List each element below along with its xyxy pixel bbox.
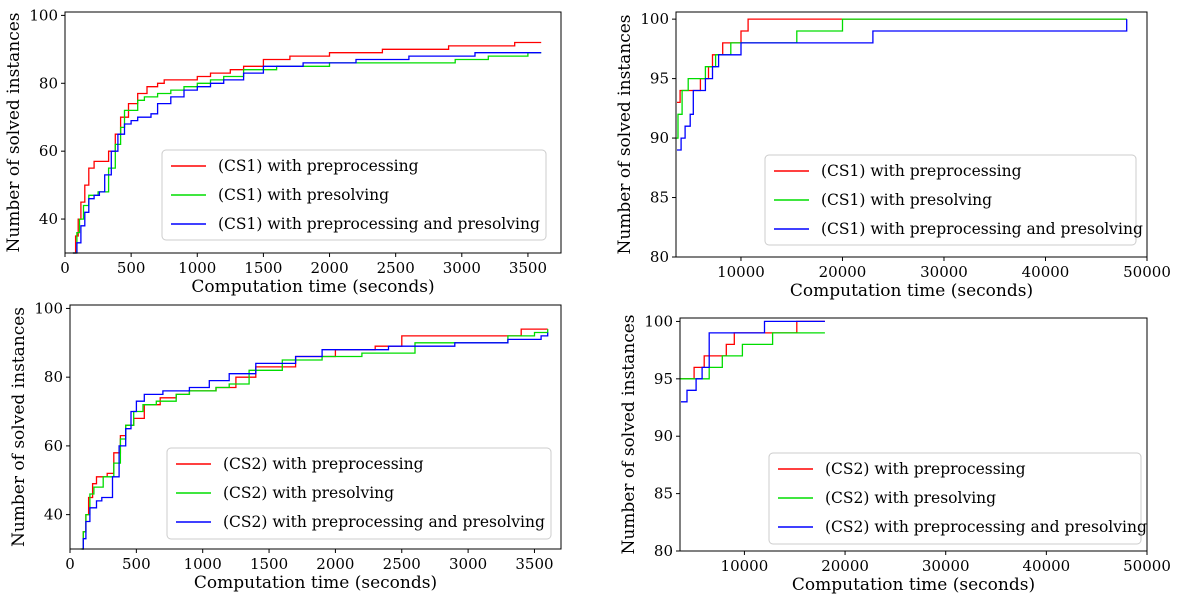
x-tick-label: 3000	[443, 259, 481, 277]
x-tick-label: 3000	[449, 555, 487, 573]
legend-label: (CS2) with presolving	[223, 484, 394, 502]
plot-frame	[64, 11, 562, 254]
y-tick-label: 80	[654, 542, 673, 560]
y-tick-label: 100	[34, 299, 63, 317]
series-line-2	[72, 52, 542, 254]
legend-label: (CS2) with preprocessing	[825, 460, 1026, 478]
y-tick-label: 95	[654, 370, 673, 388]
series-line-2	[80, 329, 549, 550]
series-line-3	[72, 52, 542, 254]
y-tick-label: 80	[44, 368, 63, 386]
y-tick-label: 100	[29, 6, 58, 24]
y-tick-label: 80	[650, 248, 669, 266]
x-axis-label: Computation time (seconds)	[790, 281, 1033, 301]
x-tick-label: 10000	[717, 263, 765, 281]
chart-panel-4: 10000 20000 30000 40000 50000 80 85 90 95 100 Comp…	[619, 312, 1171, 595]
x-tick-label: 0	[60, 259, 70, 277]
legend-box	[768, 452, 1142, 545]
x-tick-label: 30000	[920, 263, 968, 281]
y-tick-label: 95	[650, 70, 669, 88]
y-axis-label: Number of solved instances	[4, 12, 24, 252]
chart-panel-1: 0 500 1000 1500 2000 2500 3000 3500 40 60 80 100 Com…	[4, 6, 562, 297]
legend-label: (CS2) with preprocessing	[223, 455, 424, 473]
y-tick-label: 100	[644, 312, 673, 330]
y-tick-label: 90	[654, 427, 673, 445]
series-line-3	[81, 332, 549, 550]
x-tick-label: 500	[122, 555, 151, 573]
x-tick-label: 1000	[184, 555, 222, 573]
y-tick-label: 80	[39, 74, 58, 92]
x-axis-label: Computation time (seconds)	[191, 277, 434, 297]
x-tick-label: 50000	[1123, 263, 1171, 281]
x-tick-label: 1000	[178, 259, 216, 277]
legend-label: (CS1) with preprocessing	[821, 162, 1022, 180]
x-tick-label: 3500	[509, 259, 547, 277]
x-tick-label: 1500	[250, 555, 288, 573]
legend-label: (CS1) with preprocessing and presolving	[821, 220, 1143, 238]
plot-frame	[69, 304, 562, 550]
x-tick-label: 40000	[1022, 557, 1070, 575]
chart-panel-3: 0 500 1000 1500 2000 2500 3000 3500 40 60 80 100 Com…	[9, 299, 562, 593]
legend-label: (CS2) with preprocessing and presolving	[825, 518, 1147, 536]
y-tick-label: 90	[650, 129, 669, 147]
legend-label: (CS1) with preprocessing and presolving	[218, 215, 540, 233]
x-tick-label: 50000	[1123, 557, 1171, 575]
y-tick-label: 85	[654, 485, 673, 503]
x-tick-label: 2000	[310, 259, 348, 277]
chart-panel-2: 10000 20000 30000 40000 50000 80 85 90 95 100 Comp…	[615, 10, 1171, 301]
legend: (CS2) with preprocessing (CS2) with preso…	[768, 452, 1147, 545]
series-line-2	[676, 18, 1127, 139]
y-axis-label: Number of solved instances	[619, 314, 639, 554]
y-axis-label: Number of solved instances	[9, 307, 29, 547]
series-line-1	[72, 41, 542, 254]
legend-box	[166, 447, 552, 540]
y-tick-label: 60	[39, 142, 58, 160]
y-axis-label: Number of solved instances	[615, 14, 635, 254]
series-line-2	[680, 332, 825, 380]
x-tick-label: 2000	[316, 555, 354, 573]
legend: (CS2) with preprocessing (CS2) with preso…	[166, 447, 552, 540]
plot-frame	[679, 317, 1148, 552]
legend-label: (CS2) with preprocessing and presolving	[223, 513, 545, 531]
y-tick-label: 100	[640, 10, 669, 28]
x-tick-label: 3500	[515, 555, 553, 573]
x-tick-label: 0	[65, 555, 75, 573]
plot-frame	[675, 11, 1148, 258]
x-axis-label: Computation time (seconds)	[792, 575, 1035, 595]
y-tick-label: 85	[650, 189, 669, 207]
legend-box	[764, 154, 1137, 246]
x-tick-label: 20000	[821, 557, 869, 575]
legend-label: (CS1) with presolving	[218, 186, 389, 204]
legend-label: (CS1) with presolving	[821, 191, 992, 209]
legend: (CS1) with preprocessing (CS1) with preso…	[764, 154, 1143, 246]
y-tick-label: 40	[44, 506, 63, 524]
y-tick-label: 60	[44, 437, 63, 455]
x-tick-label: 20000	[819, 263, 867, 281]
x-tick-label: 30000	[922, 557, 970, 575]
y-tick-label: 40	[39, 210, 58, 228]
x-tick-label: 2500	[377, 259, 415, 277]
legend-label: (CS1) with preprocessing	[218, 157, 419, 175]
x-tick-label: 500	[117, 259, 146, 277]
legend-label: (CS2) with presolving	[825, 489, 996, 507]
x-tick-label: 10000	[721, 557, 769, 575]
legend: (CS1) with preprocessing (CS1) with preso…	[161, 149, 547, 241]
x-axis-label: Computation time (seconds)	[194, 573, 437, 593]
legend-box	[161, 149, 547, 241]
x-tick-label: 2500	[383, 555, 421, 573]
series-line-3	[677, 19, 1128, 151]
series-line-3	[681, 320, 825, 403]
x-tick-label: 1500	[244, 259, 282, 277]
x-tick-label: 40000	[1022, 263, 1070, 281]
